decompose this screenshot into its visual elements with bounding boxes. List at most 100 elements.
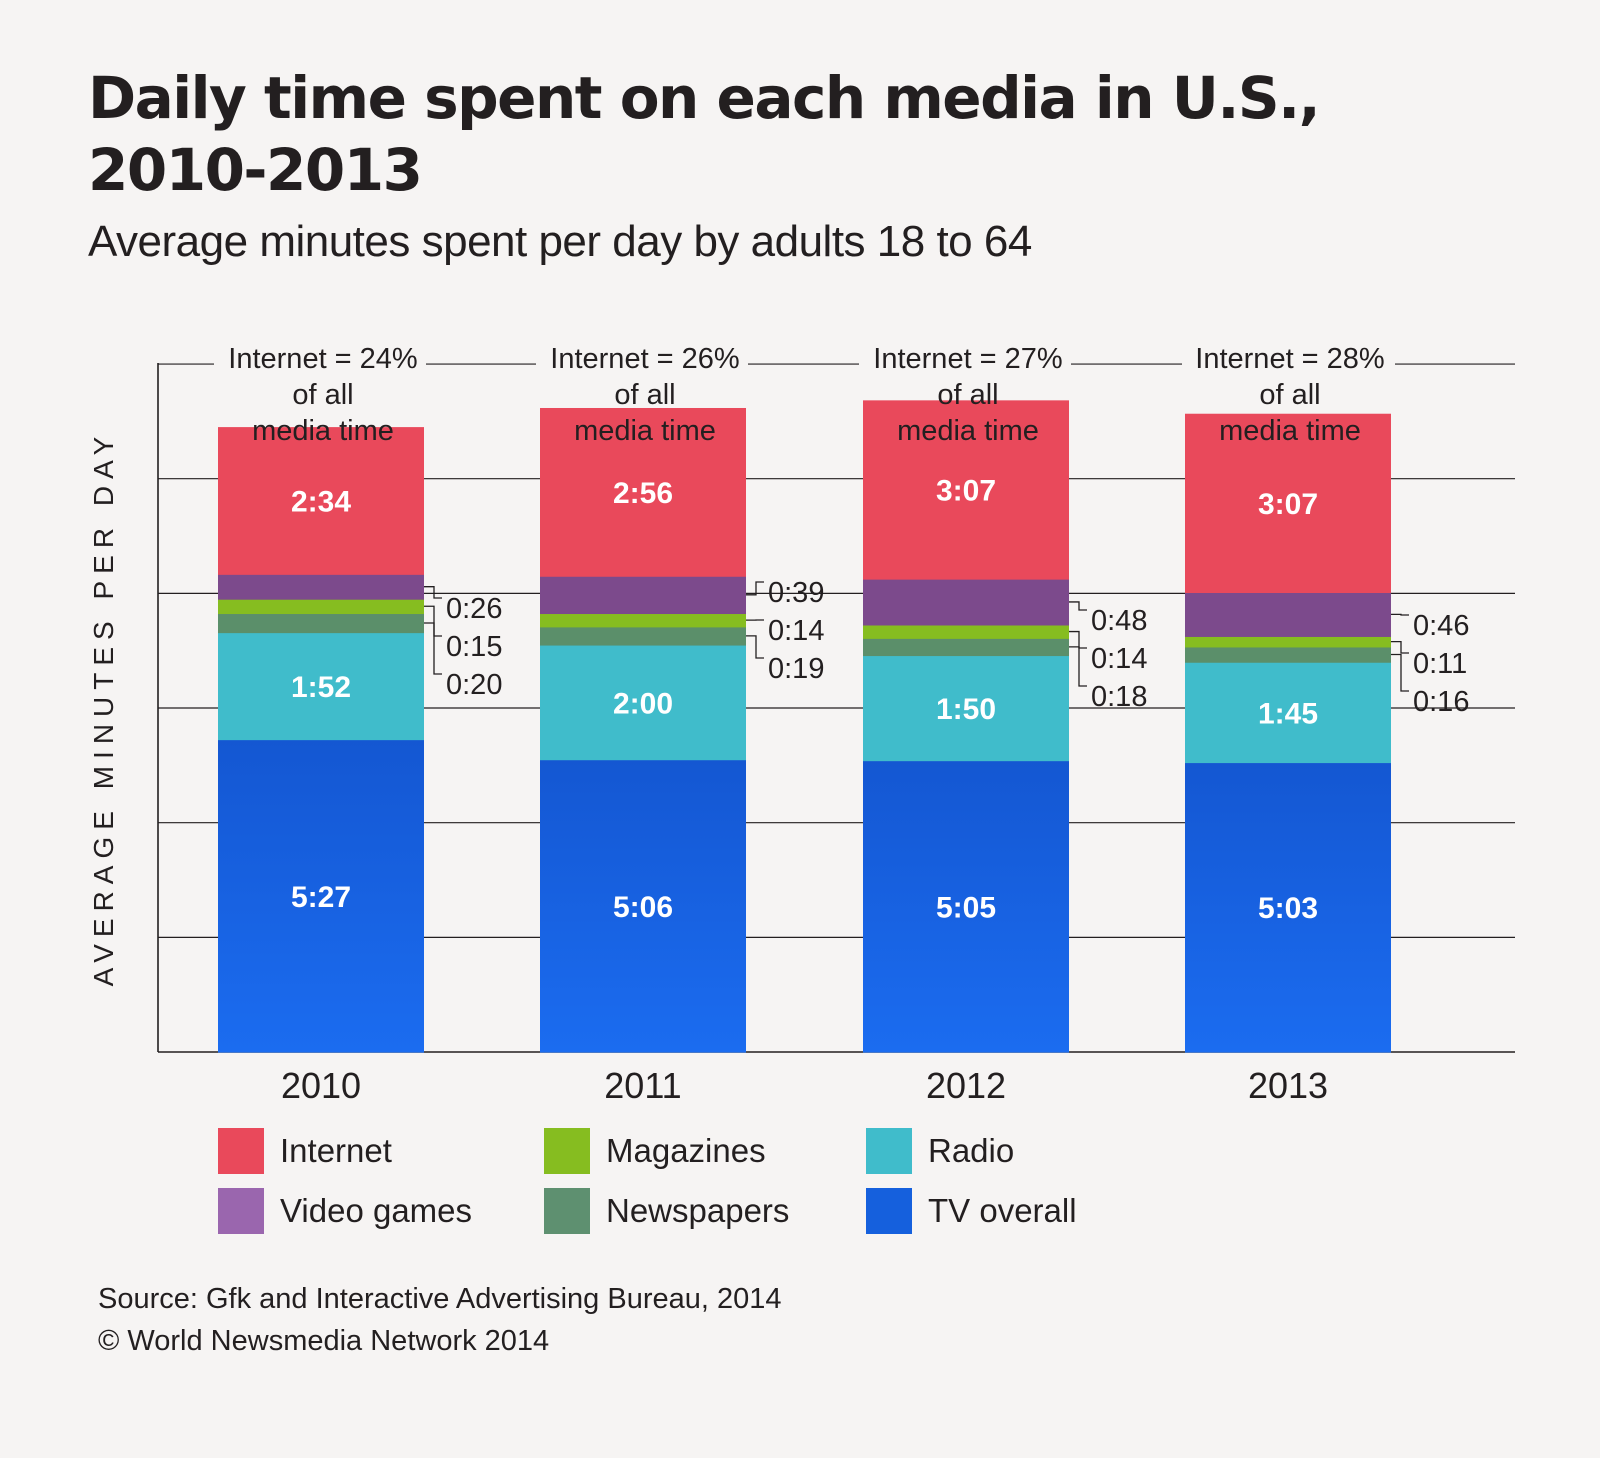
callout-label-magazines: 0:15	[446, 631, 502, 663]
bar-radio	[540, 644, 746, 761]
callout-label-video-games: 0:26	[446, 593, 502, 625]
bar-tv-overall	[863, 760, 1069, 1053]
legend-label: Internet	[280, 1132, 392, 1169]
bar-magazines	[863, 624, 1069, 639]
bar-newspapers	[863, 638, 1069, 657]
bar-internet	[863, 400, 1069, 580]
callout-leader	[1391, 613, 1409, 616]
data-label: 5:03	[1258, 892, 1318, 925]
legend-item-tv-overall: TV overall	[866, 1188, 1077, 1234]
x-tick-label: 2011	[604, 1065, 681, 1106]
legend-item-radio: Radio	[866, 1128, 1014, 1174]
stacked-bar-chart: AVERAGE MINUTES PER DAY 5:27 1:52 2:34 5:06…	[88, 343, 1515, 1106]
callout-label-newspapers: 0:20	[446, 669, 502, 701]
callout-label-video-games: 0:39	[768, 577, 824, 609]
data-label: 2:34	[291, 486, 351, 519]
bar-video-games	[1185, 592, 1391, 637]
annotation-text: media time	[252, 415, 394, 447]
callout-leader	[746, 635, 764, 659]
x-tick-label: 2010	[281, 1065, 361, 1106]
data-label: 5:06	[613, 891, 673, 924]
data-label: 1:52	[291, 671, 351, 704]
bar-newspapers	[218, 613, 424, 634]
legend-swatch-video-games	[218, 1188, 264, 1234]
bar-tv-overall	[1185, 762, 1391, 1053]
chart-title: Daily time spent on each media in U.S., …	[88, 64, 1321, 204]
annotation-text: media time	[574, 415, 716, 447]
bar-video-games	[863, 579, 1069, 626]
annotation-text: of all	[1259, 379, 1320, 411]
data-label: 3:07	[936, 475, 996, 508]
bar-video-games	[218, 574, 424, 600]
bar-radio	[1185, 662, 1391, 764]
bar-radio	[863, 655, 1069, 762]
callout-leader	[1391, 653, 1409, 692]
bar-internet	[540, 407, 746, 577]
annotation-text: Internet = 28%	[1195, 343, 1384, 375]
bar-newspapers	[540, 626, 746, 646]
data-label: 2:00	[613, 687, 673, 720]
bar-internet	[1185, 413, 1391, 594]
data-label: 5:05	[936, 891, 996, 924]
callout-leader	[1069, 601, 1087, 611]
legend-swatch-internet	[218, 1128, 264, 1174]
bar-newspapers	[1185, 646, 1391, 663]
bar-magazines	[540, 613, 746, 628]
chart-subtitle: Average minutes spent per day by adults …	[88, 217, 1032, 266]
bar-tv-overall	[540, 759, 746, 1053]
bar-radio	[218, 632, 424, 741]
bar-internet	[218, 427, 424, 575]
annotation-text: of all	[614, 379, 675, 411]
legend-swatch-tv-overall	[866, 1188, 912, 1234]
legend-item-newspapers: Newspapers	[544, 1188, 789, 1234]
callout-label-magazines: 0:14	[768, 615, 824, 647]
legend-label: Video games	[280, 1192, 473, 1229]
copyright-line: © World Newsmedia Network 2014	[98, 1325, 550, 1357]
callout-leader	[424, 622, 442, 675]
callout-label-video-games: 0:46	[1413, 610, 1469, 642]
legend-label: Magazines	[606, 1132, 766, 1169]
annotation-text: media time	[1219, 415, 1361, 447]
annotation-text: Internet = 27%	[873, 343, 1062, 375]
data-label: 1:50	[936, 693, 996, 726]
legend: Internet Video games Magazines Newspaper…	[218, 1128, 1118, 1248]
legend-item-video-games: Video games	[218, 1188, 472, 1234]
callout-leader	[746, 581, 764, 596]
legend-item-magazines: Magazines	[544, 1128, 766, 1174]
annotation-text: media time	[897, 415, 1039, 447]
x-tick-label: 2013	[1248, 1065, 1328, 1106]
legend-swatch-newspapers	[544, 1188, 590, 1234]
callout-leader	[1069, 646, 1087, 687]
callout-label-video-games: 0:48	[1091, 605, 1147, 637]
callout-leader	[1391, 640, 1409, 654]
callout-label-magazines: 0:14	[1091, 643, 1147, 675]
legend-swatch-magazines	[544, 1128, 590, 1174]
bar-video-games	[540, 576, 746, 615]
annotation-text: Internet = 24%	[228, 343, 417, 375]
callout-leader	[424, 586, 442, 599]
data-label: 3:07	[1258, 488, 1318, 521]
legend-label: TV overall	[928, 1192, 1077, 1229]
source-note: Source: Gfk and Interactive Advertising …	[98, 1278, 782, 1362]
annotation-text: of all	[937, 379, 998, 411]
callout-leader	[424, 605, 442, 637]
data-label: 5:27	[291, 881, 351, 914]
annotation-text: of all	[292, 379, 353, 411]
x-tick-label: 2012	[926, 1065, 1006, 1106]
data-label: 2:56	[613, 477, 673, 510]
callout-label-magazines: 0:11	[1413, 648, 1467, 680]
legend-label: Newspapers	[606, 1192, 790, 1229]
callout-label-newspapers: 0:16	[1413, 686, 1469, 718]
legend-item-internet: Internet	[218, 1128, 392, 1174]
y-axis-label: AVERAGE MINUTES PER DAY	[88, 430, 119, 987]
bar-tv-overall	[218, 739, 424, 1053]
legend-swatch-radio	[866, 1128, 912, 1174]
callout-label-newspapers: 0:19	[768, 653, 824, 685]
legend-label: Radio	[928, 1132, 1015, 1169]
data-label: 1:45	[1258, 697, 1318, 730]
annotation-text: Internet = 26%	[550, 343, 739, 375]
bar-magazines	[1185, 636, 1391, 648]
callout-label-newspapers: 0:18	[1091, 681, 1147, 713]
bar-magazines	[218, 599, 424, 615]
callout-leader	[1069, 630, 1087, 649]
